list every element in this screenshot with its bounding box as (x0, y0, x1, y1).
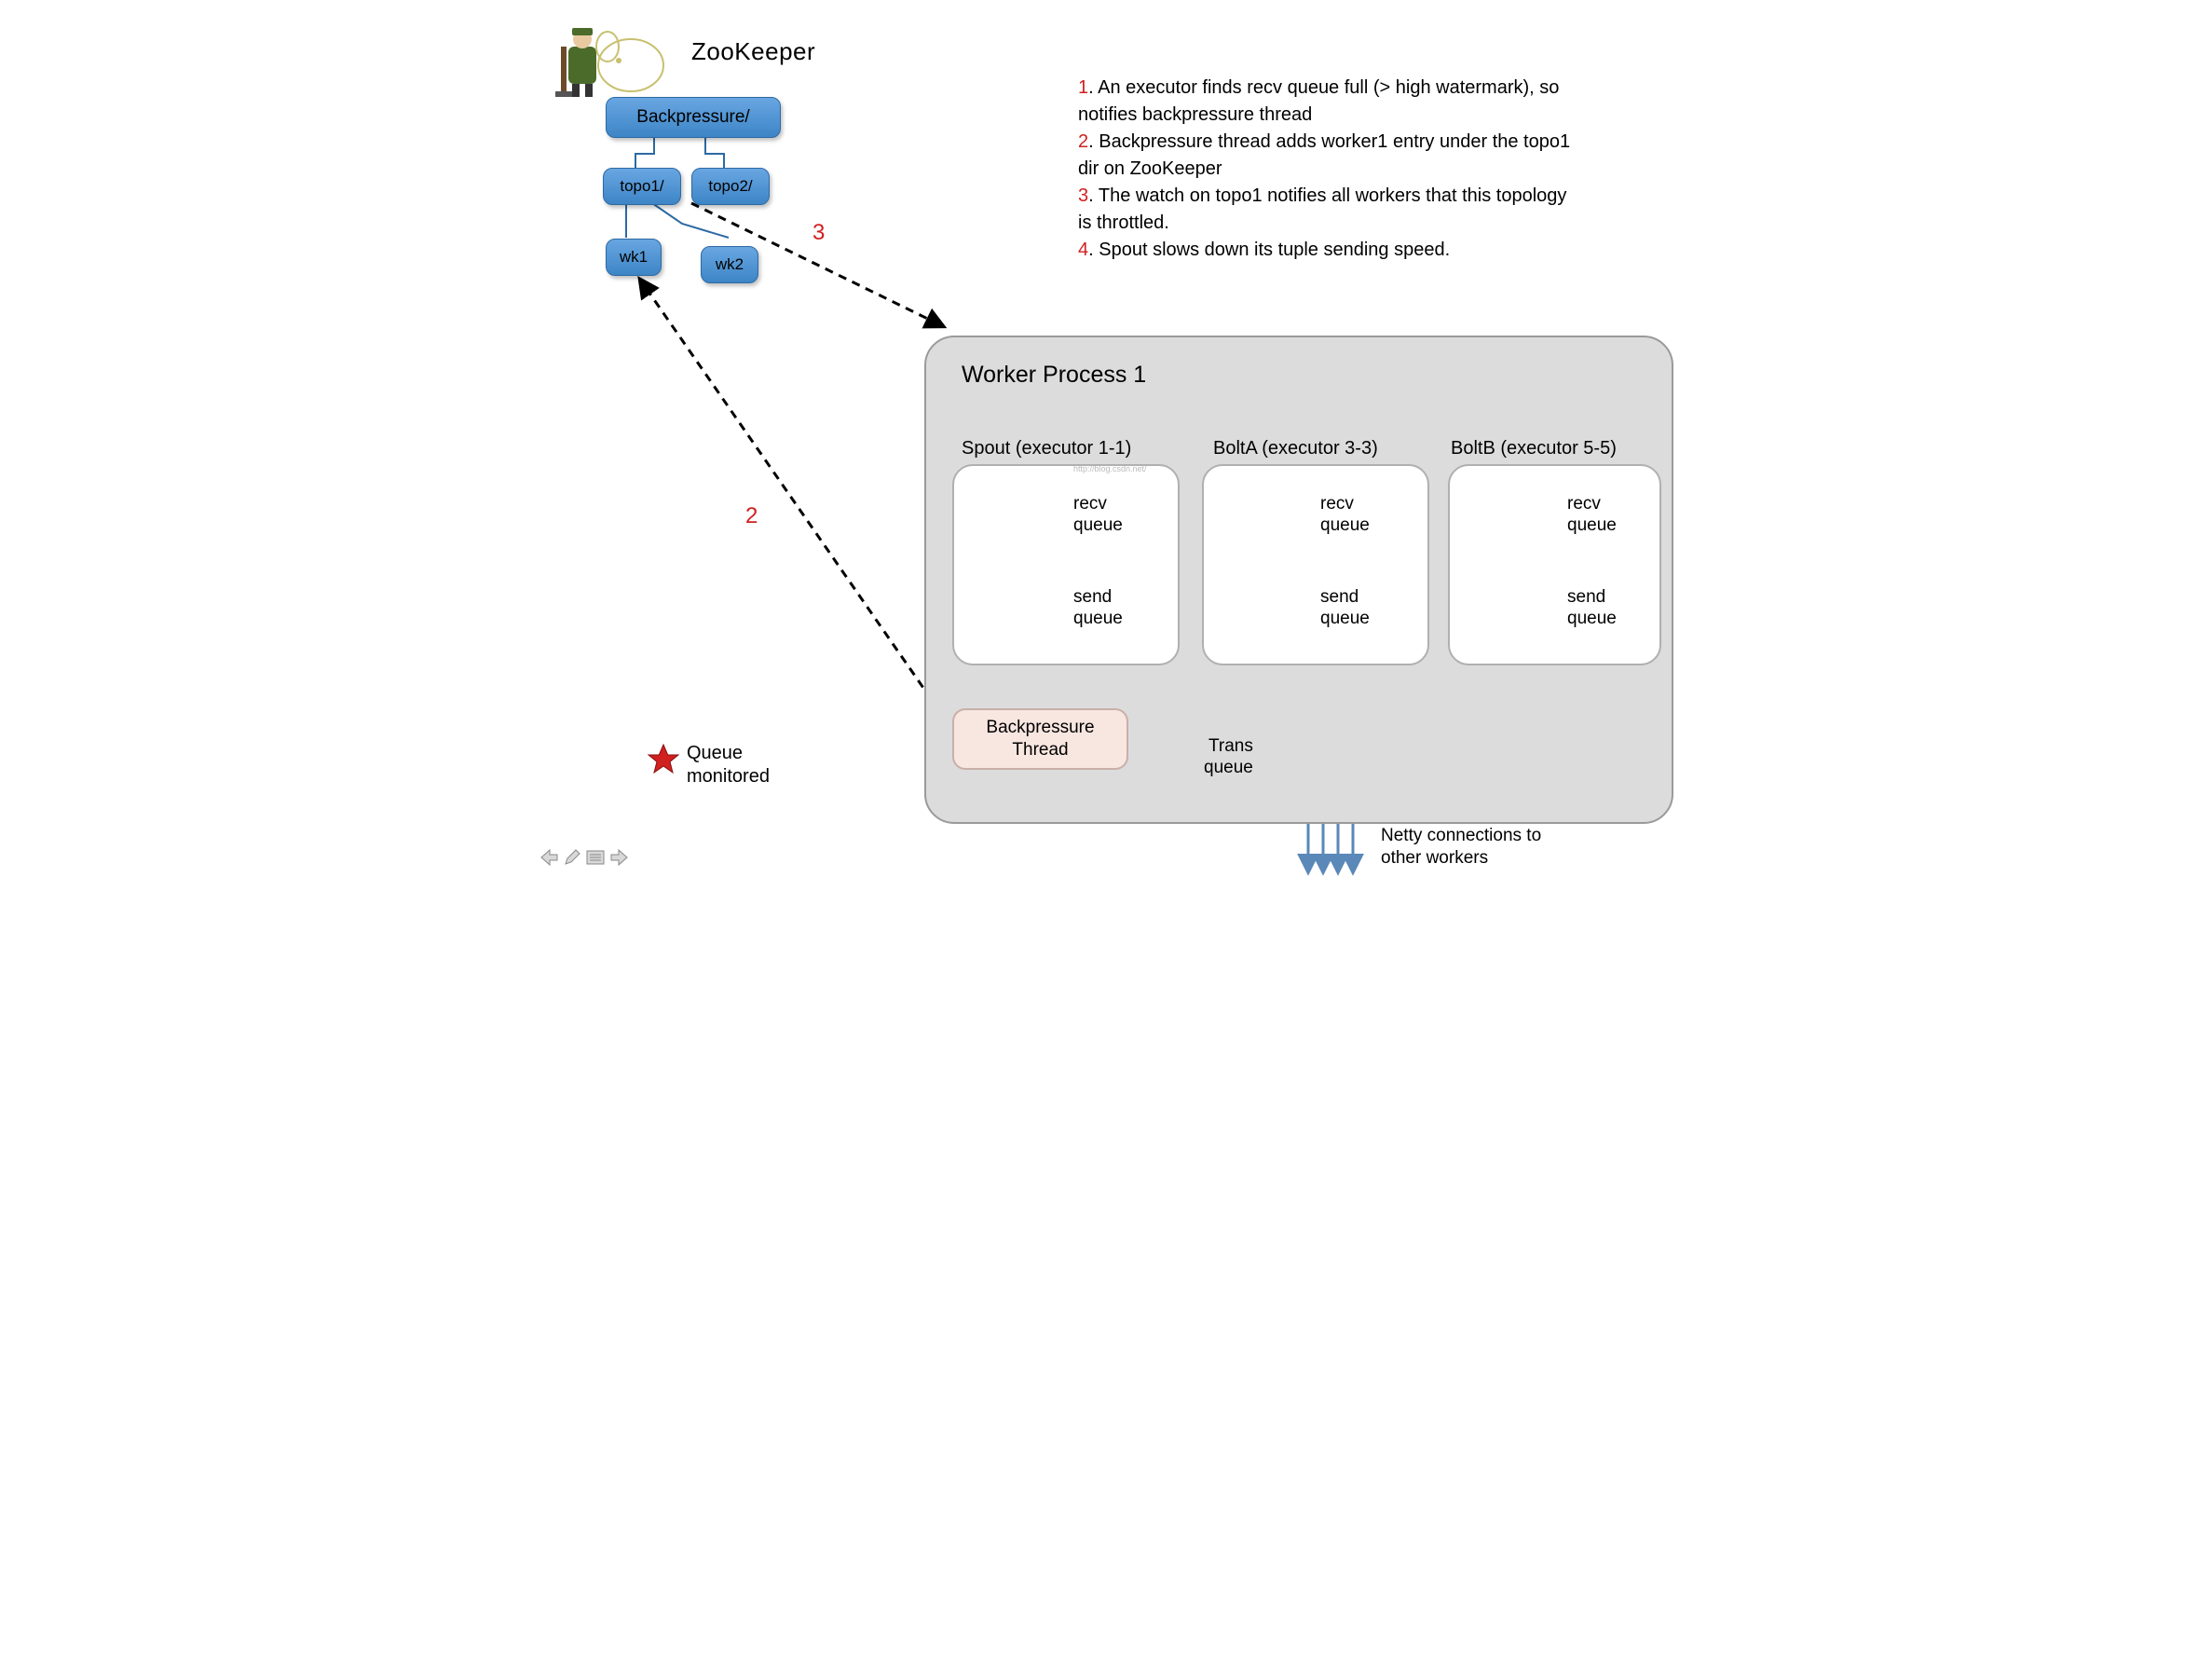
trans-queue-label: Trans queue (1204, 736, 1253, 779)
zk-node-backpressure: Backpressure/ (606, 97, 781, 138)
exec-label-boltb: BoltB (executor 5-5) (1451, 438, 1617, 459)
worker-title: Worker Process 1 (962, 362, 1146, 389)
list-icon[interactable] (585, 848, 606, 867)
zk-node-topo2: topo2/ (691, 168, 770, 205)
exec-card-bolta (1202, 464, 1429, 665)
exec-label-bolta: BoltA (executor 3-3) (1213, 438, 1378, 459)
step-label-2: 2 (745, 503, 758, 529)
arrow-right-icon[interactable] (609, 848, 630, 867)
q-label-spout-send: send queue (1073, 587, 1123, 630)
q-label-bolta-send: send queue (1320, 587, 1370, 630)
q-label-boltb-recv: recv queue (1567, 494, 1617, 537)
exec-card-boltb (1448, 464, 1661, 665)
q-label-spout-recv: recv queue (1073, 494, 1123, 537)
netty-label: Netty connections to other workers (1381, 825, 1541, 870)
step-description: 1. An executor finds recv queue full (> … (1078, 75, 1572, 264)
pencil-icon[interactable] (563, 848, 581, 867)
arrow-left-icon[interactable] (539, 848, 559, 867)
backpressure-thread: Backpressure Thread (952, 708, 1128, 770)
zk-node-wk2: wk2 (701, 246, 758, 283)
legend-text: Queue monitored (687, 742, 770, 788)
zookeeper-icon (555, 28, 663, 97)
q-label-bolta-recv: recv queue (1320, 494, 1370, 537)
step-label-3: 3 (812, 220, 825, 246)
zk-node-topo1: topo1/ (603, 168, 681, 205)
q-label-boltb-send: send queue (1567, 587, 1617, 630)
zk-node-wk1: wk1 (606, 239, 662, 276)
exec-label-spout: Spout (executor 1-1) (962, 438, 1131, 459)
diagram-canvas: ZooKeeper Backpressure/ topo1/ topo2/ wk… (533, 0, 1679, 885)
nav-icons (539, 848, 630, 867)
exec-card-spout (952, 464, 1180, 665)
watermark: http://blog.csdn.net/ (1073, 464, 1147, 473)
zookeeper-title: ZooKeeper (691, 37, 815, 66)
